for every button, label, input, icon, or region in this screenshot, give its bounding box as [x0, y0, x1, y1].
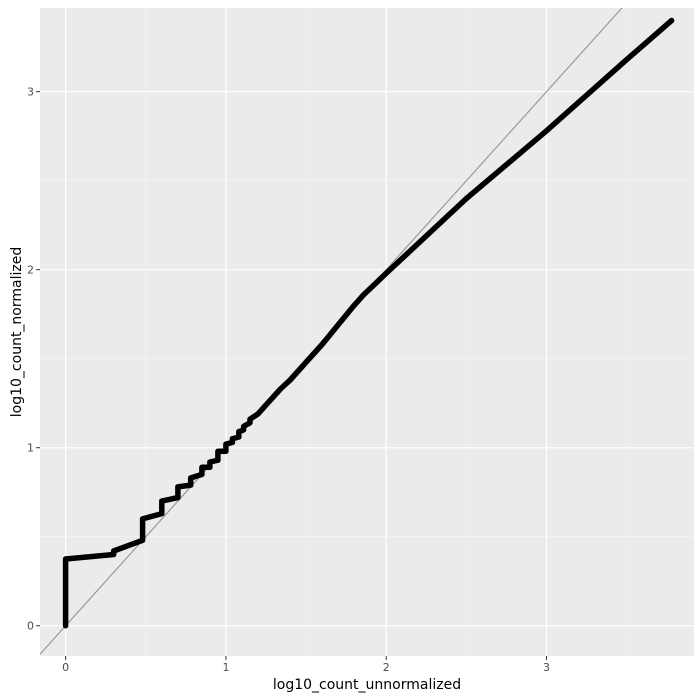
x-tick-label: 2	[383, 661, 390, 674]
y-tick-label: 2	[27, 264, 34, 277]
x-tick-label: 3	[543, 661, 550, 674]
major-gridlines	[40, 8, 694, 656]
y-tick-label: 3	[27, 86, 34, 99]
plot-area	[40, 8, 675, 655]
x-tick-label: 0	[62, 661, 69, 674]
x-axis-ticks: 0 1 2 3	[62, 656, 550, 674]
series-line	[62, 17, 675, 629]
y-axis-title: log10_count_normalized	[9, 247, 25, 417]
plot-background	[40, 8, 694, 656]
y-tick-label: 0	[27, 620, 34, 633]
y-axis-ticks: 0 1 2 3	[27, 86, 40, 633]
x-tick-label: 1	[222, 661, 229, 674]
y-tick-label: 1	[27, 442, 34, 455]
minor-gridlines	[40, 8, 694, 656]
x-axis-title: log10_count_unnormalized	[273, 677, 461, 693]
